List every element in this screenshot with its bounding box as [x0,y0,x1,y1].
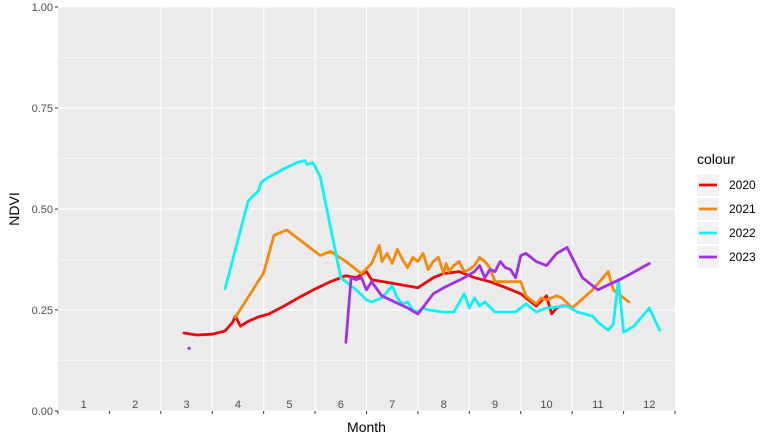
y-tick-label: 0.75 [32,103,53,115]
y-axis-title: NDVI [6,192,22,225]
x-tick-label: 3 [183,399,189,411]
series-line-2021 [233,228,631,319]
y-tick-label: 0.25 [32,305,53,317]
series-lines [182,159,661,350]
series-line-2023 [344,245,651,344]
y-tick-label: 0.00 [32,406,53,418]
x-tick-label: 4 [235,399,241,411]
y-axis: 0.00 0.25 0.50 0.75 1.00 [32,2,58,418]
x-tick-label: 2 [132,399,138,411]
series-line-2020 [182,270,569,337]
legend-title: colour [697,151,735,167]
x-tick-label: 5 [286,399,292,411]
x-tick-label: 7 [389,399,395,411]
legend: colour 2020 2021 2022 2023 [697,151,756,268]
legend-label-2023: 2023 [729,250,756,264]
x-tick-label: 1 [81,399,87,411]
legend-label-2020: 2020 [729,178,756,192]
legend-label-2022: 2022 [729,226,756,240]
y-tick-label: 1.00 [32,2,53,14]
series-line-2022 [223,159,661,334]
x-axis: 1 2 3 4 5 6 7 8 9 10 11 12 [57,399,676,414]
series-point-2023 [187,346,191,350]
x-tick-label: 11 [592,399,603,411]
legend-label-2021: 2021 [729,202,756,216]
x-tick-label: 6 [338,399,344,411]
y-tick-label: 0.50 [32,204,53,216]
x-tick-label: 8 [441,399,447,411]
x-tick-label: 10 [540,399,552,411]
x-tick-label: 9 [492,399,498,411]
x-axis-title: Month [347,419,386,435]
x-tick-label: 12 [643,399,655,411]
